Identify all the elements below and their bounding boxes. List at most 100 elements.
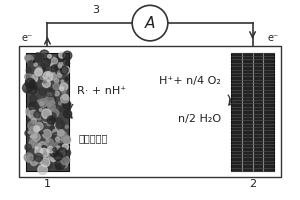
Circle shape: [53, 129, 58, 135]
Circle shape: [62, 135, 70, 143]
Circle shape: [47, 92, 52, 97]
Circle shape: [61, 153, 64, 156]
Circle shape: [46, 139, 53, 146]
Circle shape: [32, 142, 35, 144]
Circle shape: [26, 79, 29, 82]
Circle shape: [61, 156, 70, 165]
Circle shape: [28, 131, 31, 134]
Circle shape: [41, 157, 47, 164]
Circle shape: [43, 80, 46, 84]
Circle shape: [25, 78, 35, 88]
Circle shape: [42, 109, 51, 118]
Circle shape: [36, 100, 45, 108]
Circle shape: [30, 80, 34, 85]
Circle shape: [55, 159, 65, 169]
Circle shape: [48, 105, 51, 107]
Circle shape: [40, 76, 44, 80]
Circle shape: [40, 148, 48, 157]
Text: 2: 2: [249, 179, 256, 189]
Circle shape: [26, 155, 34, 162]
Circle shape: [42, 113, 50, 121]
Circle shape: [28, 126, 38, 136]
Circle shape: [26, 55, 33, 63]
Circle shape: [50, 109, 59, 117]
Circle shape: [50, 71, 55, 75]
Circle shape: [28, 54, 30, 56]
Circle shape: [59, 87, 64, 91]
Circle shape: [59, 52, 65, 58]
Circle shape: [48, 113, 56, 120]
Circle shape: [46, 73, 50, 76]
Circle shape: [26, 80, 29, 83]
Circle shape: [37, 88, 39, 90]
Circle shape: [30, 75, 38, 82]
Circle shape: [35, 147, 43, 155]
Circle shape: [55, 156, 62, 163]
Circle shape: [61, 89, 66, 93]
Circle shape: [28, 143, 32, 148]
Circle shape: [62, 138, 65, 141]
Circle shape: [43, 67, 45, 70]
Circle shape: [44, 96, 54, 106]
Circle shape: [46, 150, 50, 153]
Circle shape: [49, 89, 52, 92]
Circle shape: [50, 73, 56, 80]
Circle shape: [56, 146, 60, 150]
Text: n/2 H₂O: n/2 H₂O: [178, 114, 221, 124]
Circle shape: [35, 146, 38, 149]
Circle shape: [35, 68, 42, 76]
Circle shape: [43, 117, 48, 122]
Circle shape: [57, 131, 67, 141]
Circle shape: [35, 55, 43, 62]
Circle shape: [60, 83, 68, 90]
Circle shape: [47, 116, 56, 124]
Circle shape: [63, 94, 68, 100]
Circle shape: [39, 50, 49, 60]
Circle shape: [56, 166, 60, 170]
Circle shape: [27, 84, 37, 94]
Circle shape: [37, 67, 40, 71]
Circle shape: [35, 112, 43, 120]
Circle shape: [26, 68, 32, 73]
Circle shape: [30, 82, 37, 89]
Circle shape: [50, 126, 55, 130]
Circle shape: [51, 143, 61, 152]
Circle shape: [54, 152, 62, 161]
Circle shape: [38, 133, 40, 136]
Circle shape: [22, 83, 32, 93]
Circle shape: [46, 88, 55, 97]
Circle shape: [53, 83, 59, 90]
Circle shape: [25, 86, 31, 92]
Circle shape: [47, 56, 53, 62]
Circle shape: [56, 118, 62, 124]
Circle shape: [39, 146, 48, 154]
Circle shape: [28, 91, 31, 94]
Bar: [26, 53, 69, 171]
Circle shape: [41, 132, 43, 134]
Circle shape: [51, 156, 56, 162]
Circle shape: [46, 69, 52, 75]
Circle shape: [47, 101, 56, 109]
Circle shape: [58, 152, 67, 160]
Circle shape: [49, 97, 56, 104]
Circle shape: [58, 130, 64, 136]
Circle shape: [30, 110, 37, 116]
Circle shape: [29, 142, 31, 144]
Circle shape: [41, 72, 45, 76]
Text: A: A: [145, 16, 155, 31]
Circle shape: [62, 144, 69, 150]
Circle shape: [41, 59, 50, 68]
Circle shape: [51, 58, 58, 64]
Circle shape: [41, 64, 46, 69]
Circle shape: [39, 99, 48, 107]
Circle shape: [40, 100, 48, 108]
Circle shape: [58, 71, 62, 75]
Circle shape: [59, 62, 62, 65]
Circle shape: [62, 149, 70, 157]
Circle shape: [56, 122, 64, 129]
Circle shape: [24, 153, 33, 162]
Circle shape: [47, 59, 50, 62]
Circle shape: [57, 120, 65, 128]
Circle shape: [41, 158, 50, 167]
Text: H⁺+ n/4 O₂: H⁺+ n/4 O₂: [160, 76, 221, 86]
